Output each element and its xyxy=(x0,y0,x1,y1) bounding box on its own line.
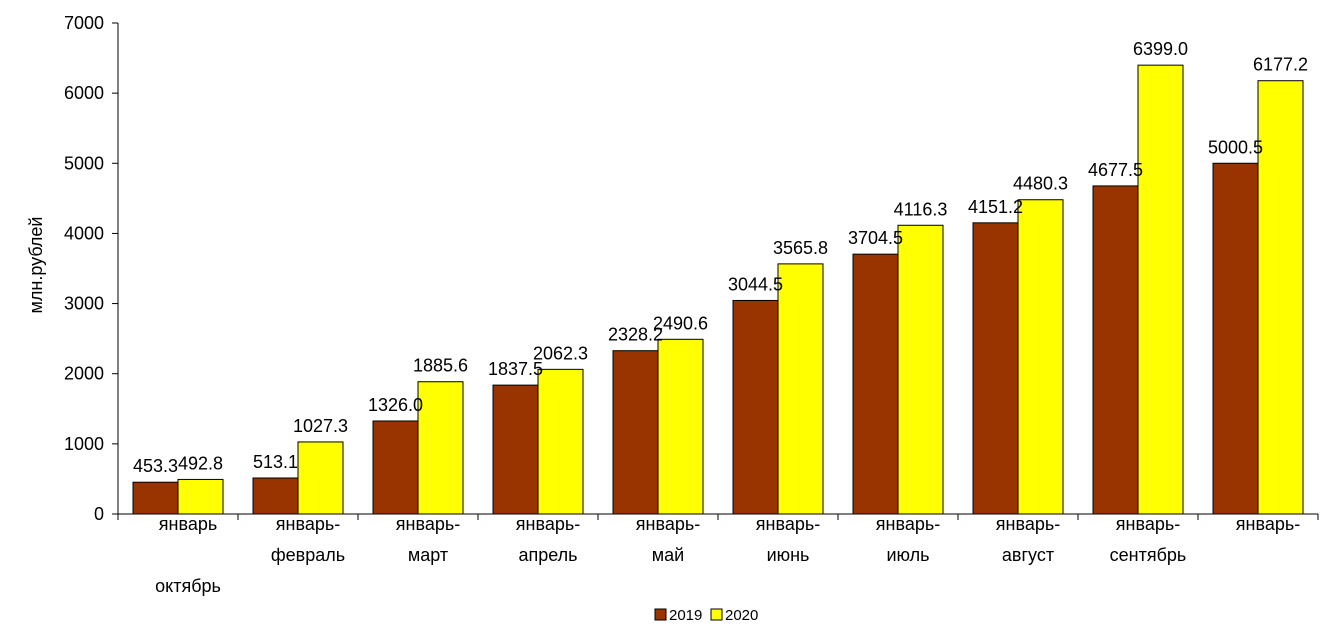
y-tick-label: 3000 xyxy=(64,294,104,314)
data-label: 513.1 xyxy=(253,452,298,472)
data-label: 3044.5 xyxy=(728,274,783,294)
data-label: 1326.0 xyxy=(368,395,423,415)
bar-2019 xyxy=(1092,185,1139,515)
bar-2020 xyxy=(177,478,224,515)
bar-2020 xyxy=(1257,80,1304,515)
bar-2019 xyxy=(132,481,179,515)
legend: 2019 2020 xyxy=(654,607,758,624)
data-label: 6399.0 xyxy=(1133,39,1188,59)
data-label: 2062.3 xyxy=(533,343,588,363)
x-category-label: январь- xyxy=(1116,514,1180,534)
data-label: 1885.6 xyxy=(413,356,468,376)
bar-2020 xyxy=(297,441,344,515)
x-category-label: июнь xyxy=(767,545,810,565)
x-category-label: август xyxy=(1002,545,1054,565)
y-axis-label: млн.рублей xyxy=(26,217,46,314)
y-tick-label: 1000 xyxy=(64,434,104,454)
y-tick-label: 7000 xyxy=(64,13,104,33)
x-category-label: февраль xyxy=(271,545,345,565)
bar-2019 xyxy=(1212,162,1259,515)
bar-2020 xyxy=(417,381,464,515)
x-axis: январь октябрь январь-февраль январь-март ян… xyxy=(117,513,1319,596)
data-label: 2328.2 xyxy=(608,325,663,345)
data-label: 4151.2 xyxy=(968,197,1023,217)
y-axis: 0 1000 2000 3000 4000 5000 6000 7000 xyxy=(64,13,119,524)
data-label: 5000.5 xyxy=(1208,137,1263,157)
legend-swatch xyxy=(654,608,667,621)
bar-2020 xyxy=(897,224,944,515)
data-label: 2490.6 xyxy=(653,313,708,333)
data-label: 6177.2 xyxy=(1253,55,1308,75)
x-category-label: январь xyxy=(159,514,217,534)
x-category-label: январь- xyxy=(396,514,460,534)
data-label: 492.8 xyxy=(178,453,223,473)
data-label: 1837.5 xyxy=(488,359,543,379)
bar-2019 xyxy=(252,477,299,515)
bar-2019 xyxy=(852,253,899,515)
data-label: 1027.3 xyxy=(293,416,348,436)
data-label: 4116.3 xyxy=(894,199,948,219)
data-label: 3565.8 xyxy=(773,238,828,258)
x-category-label: сентябрь xyxy=(1110,545,1187,565)
data-label: 3704.5 xyxy=(848,228,903,248)
x-category-label: март xyxy=(408,545,448,565)
legend-swatch xyxy=(710,608,723,621)
y-tick-label: 2000 xyxy=(64,364,104,384)
bar-2019 xyxy=(372,420,419,515)
x-category-label: январь- xyxy=(516,514,580,534)
x-category-label: январь- xyxy=(636,514,700,534)
data-label: 4480.3 xyxy=(1013,174,1068,194)
data-label: 4677.5 xyxy=(1088,160,1143,180)
y-tick-label: 5000 xyxy=(64,153,104,173)
y-tick-label: 0 xyxy=(94,504,104,524)
data-label: 453.3 xyxy=(133,456,178,476)
x-category-label: январь- xyxy=(276,514,340,534)
bar-2019 xyxy=(972,222,1019,515)
bars xyxy=(132,64,1304,515)
legend-label: 2020 xyxy=(725,607,758,624)
bar-2019 xyxy=(612,350,659,515)
x-category-label: май xyxy=(652,545,684,565)
x-category-label: июль xyxy=(886,545,929,565)
legend-label: 2019 xyxy=(669,607,702,624)
x-category-label: январь- xyxy=(876,514,940,534)
data-labels: 453.3 513.1 1326.0 1837.5 2328.2 3044.5 3704.5… xyxy=(133,39,1308,476)
bar-2020 xyxy=(657,338,704,515)
bar-2019 xyxy=(492,384,539,515)
y-tick-label: 6000 xyxy=(64,83,104,103)
x-category-label: январь- xyxy=(1236,514,1300,534)
bar-2020 xyxy=(1137,64,1184,515)
x-category-label: январь- xyxy=(996,514,1060,534)
y-tick-label: 4000 xyxy=(64,223,104,243)
bar-2020 xyxy=(777,263,824,515)
x-category-label: апрель xyxy=(518,545,577,565)
bar-2019 xyxy=(732,299,779,515)
x-category-label: октябрь xyxy=(155,576,221,596)
x-category-label: январь- xyxy=(756,514,820,534)
bar-2020 xyxy=(537,368,584,515)
bar-2020 xyxy=(1017,199,1064,515)
